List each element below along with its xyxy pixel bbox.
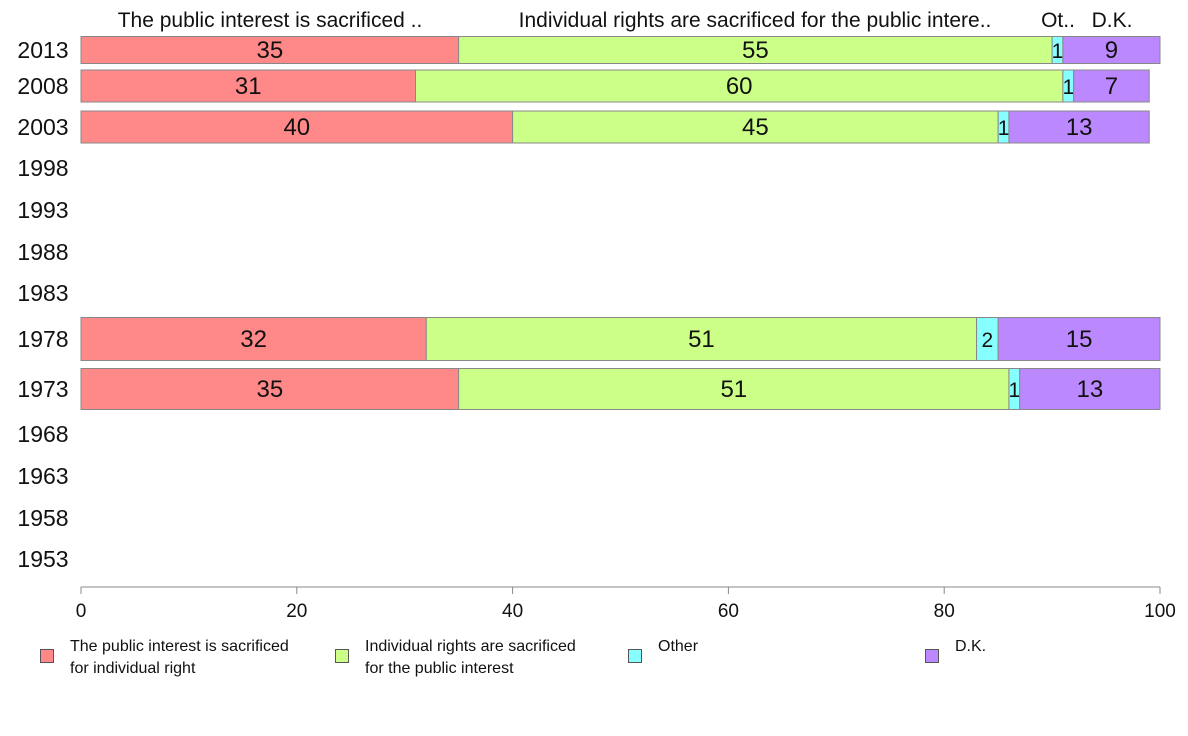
category-label: 1993 [17,197,68,223]
category-label: 2008 [17,73,68,99]
bar-segment [512,110,999,144]
bar-value-label: 35 [256,37,283,64]
legend-label: Individual rights are sacrificed for the… [365,638,576,677]
x-tick-label: 60 [718,601,739,622]
bar-segment [1008,110,1150,144]
bar-value-label: 2 [982,329,994,352]
legend-swatch [628,649,642,663]
category-label: 1988 [17,239,68,265]
bar-segment [80,110,514,144]
category-label: 1998 [17,155,68,181]
series-header-label: The public interest is sacrificed .. [118,9,423,32]
bar-value-label: 45 [742,114,769,141]
category-label: 1953 [17,546,68,572]
bar-value-label: 7 [1105,73,1118,100]
category-label: 2003 [17,114,68,140]
legend-swatch [335,649,349,663]
x-tick-label: 100 [1144,601,1176,622]
bar-value-label: 1 [1008,379,1020,402]
category-label: 1973 [17,376,68,402]
bar-value-label: 9 [1105,37,1118,64]
bar-segment [80,36,460,64]
bar-value-label: 51 [688,326,715,353]
legend-item-other: Other [628,636,698,663]
legend-label: D.K. [955,638,987,655]
series-header-label: D.K. [1092,9,1133,32]
category-label: 1963 [17,463,68,489]
bar-segment [414,69,1064,103]
series-header-label: Ot.. [1041,9,1075,32]
bar-value-label: 1 [998,117,1010,140]
category-label: 1983 [17,280,68,306]
bar-value-label: 55 [742,37,769,64]
bar-value-label: 40 [283,114,310,141]
legend-item-public-interest: The public interest is sacrificed for in… [40,636,289,680]
bar-value-label: 1 [1052,40,1064,63]
bar-value-label: 13 [1077,376,1104,403]
series-header-label: Individual rights are sacrificed for the… [519,9,992,32]
legend: The public interest is sacrificed for in… [40,636,1180,696]
legend-label: The public interest is sacrificed for in… [70,638,289,677]
bar-segment [1019,368,1161,410]
legend-item-dk: D.K. [925,636,986,663]
bar-segment [1062,36,1161,64]
legend-swatch [925,649,939,663]
bar-value-label: 60 [726,73,753,100]
bar-value-label: 1 [1062,76,1074,99]
bar-segment [80,317,427,361]
bar-value-label: 35 [256,376,283,403]
x-tick-label: 0 [76,601,87,622]
bar-segment [458,36,1053,64]
bar-value-label: 51 [720,376,747,403]
x-tick-label: 80 [934,601,955,622]
bar-value-label: 31 [235,73,262,100]
category-label: 1978 [17,326,68,352]
bar-value-label: 32 [240,326,267,353]
category-label: 1968 [17,421,68,447]
category-label: 2013 [17,37,68,63]
category-label: 1958 [17,505,68,531]
bar-value-label: 13 [1066,114,1093,141]
legend-item-individual-rights: Individual rights are sacrificed for the… [335,636,576,680]
bar-value-label: 15 [1066,326,1093,353]
legend-label: Other [658,638,699,655]
bar-segment [80,368,460,410]
bar-segment [997,317,1161,361]
bar-segment [425,317,978,361]
x-tick-label: 40 [502,601,523,622]
bar-segment [458,368,1010,410]
x-tick-label: 20 [286,601,307,622]
bar-segment [1073,69,1150,103]
legend-swatch [40,649,54,663]
